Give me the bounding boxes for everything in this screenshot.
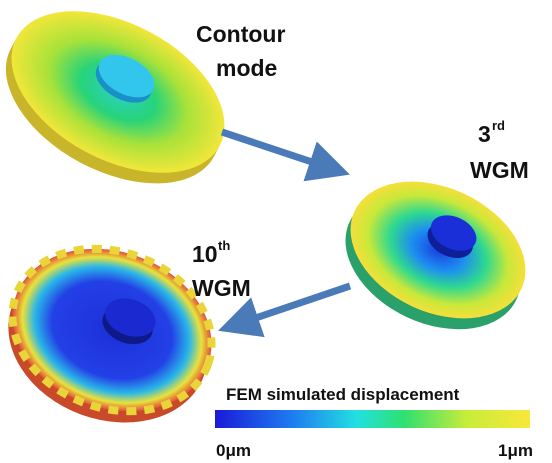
label: WGM: [192, 275, 251, 301]
colorbar-max: 1μm: [498, 441, 533, 460]
colorbar-title: FEM simulated displacement: [226, 385, 460, 404]
colorbar: [215, 410, 530, 428]
label-superscript: th: [218, 238, 230, 253]
label: 10: [192, 241, 218, 267]
label: WGM: [470, 157, 529, 183]
label: Contour: [196, 21, 285, 47]
label: mode: [216, 55, 277, 81]
wgm3-disk: [323, 155, 547, 356]
figure: Contour mode 3 rd WGM 10 th WGM FEM simu…: [0, 0, 552, 463]
colorbar-min: 0μm: [216, 441, 251, 460]
arrow: [222, 132, 330, 168]
arrow: [238, 286, 350, 324]
label-superscript: rd: [492, 118, 505, 133]
label: 3: [478, 121, 491, 147]
